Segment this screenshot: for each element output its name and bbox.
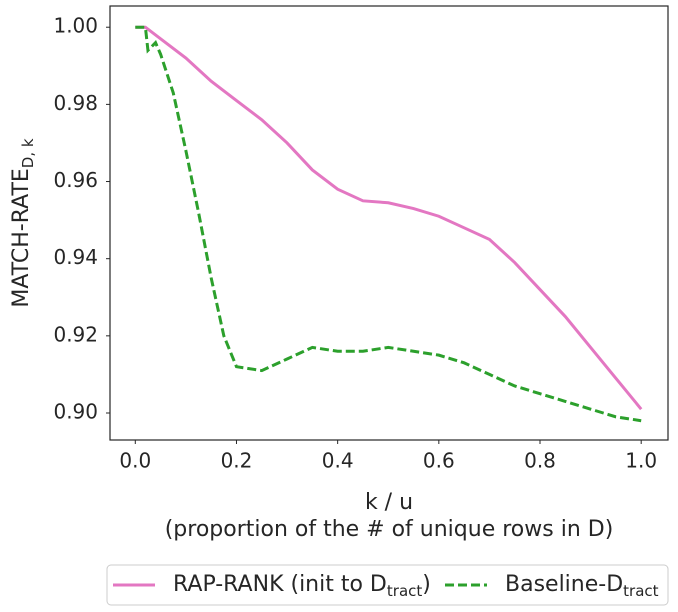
series-line (135, 25, 643, 411)
legend-text: ) (422, 572, 431, 597)
x-tick-label: 0.8 (524, 449, 556, 473)
plot-frame (109, 5, 669, 441)
legend-subscript: tract (387, 582, 422, 600)
x-tick-label: 0.6 (423, 449, 455, 473)
x-tick-label: 1.0 (625, 449, 657, 473)
y-axis-label: MATCH-RATED, k (9, 138, 37, 307)
legend-text: Baseline-D (505, 572, 623, 597)
legend-label: RAP-RANK (init to Dtract) (173, 572, 431, 600)
y-axis-label-text: MATCH-RATE (9, 168, 34, 307)
x-axis-label: (proportion of the # of unique rows in D… (165, 517, 614, 542)
legend-box (106, 564, 669, 606)
y-tick-label: 1.00 (53, 14, 98, 38)
x-axis-label: k / u (365, 490, 413, 515)
x-tick-label: 0.0 (119, 449, 151, 473)
legend-subscript: tract (623, 582, 658, 600)
y-tick-label: 0.94 (53, 245, 98, 269)
x-tick-label: 0.4 (322, 449, 354, 473)
y-tick-label: 0.90 (53, 399, 98, 423)
y-tick-label: 0.92 (53, 322, 98, 346)
series-line (135, 25, 642, 423)
legend-label: Baseline-Dtract (505, 572, 659, 600)
y-tick-label: 0.98 (53, 91, 98, 115)
y-tick-label: 0.96 (53, 168, 98, 192)
x-tick-label: 0.2 (221, 449, 253, 473)
y-axis-label-subscript: D, k (19, 138, 37, 168)
legend-text: RAP-RANK (init to D (173, 572, 387, 597)
